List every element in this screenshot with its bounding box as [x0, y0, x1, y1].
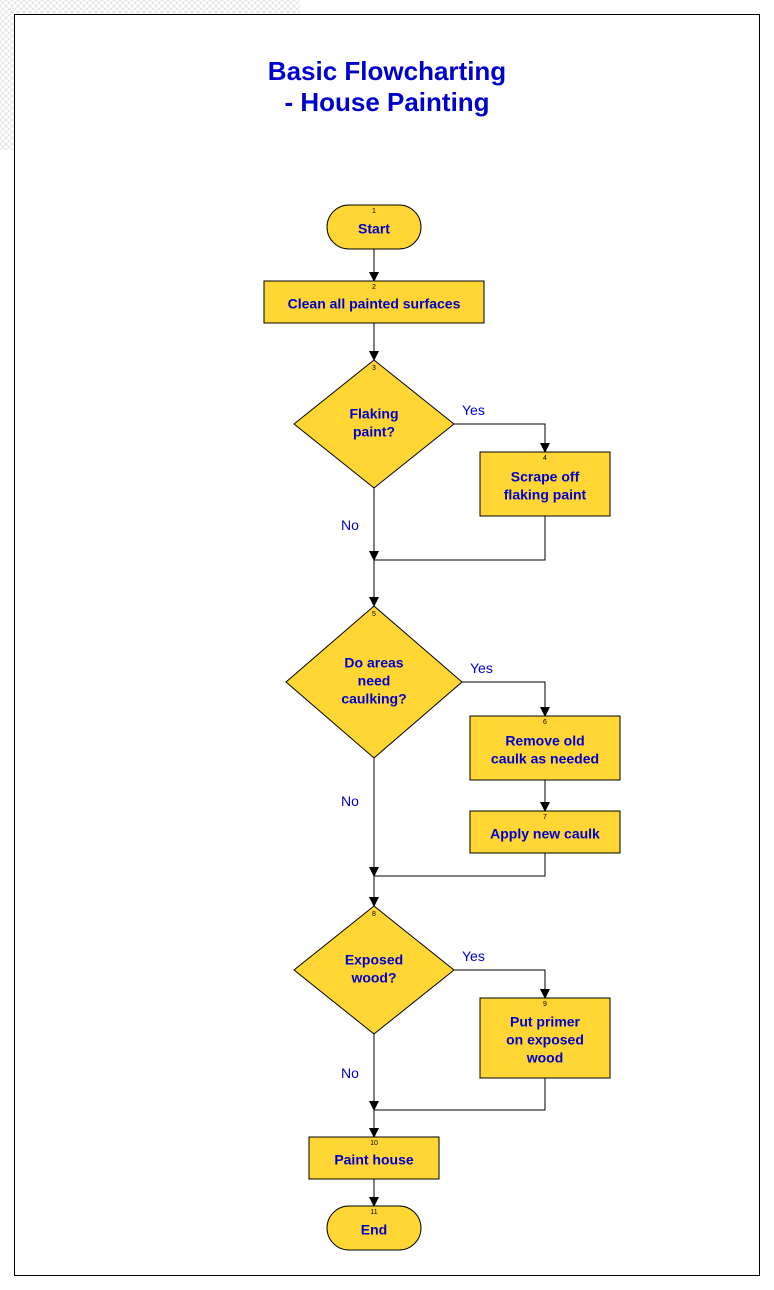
node-8: 8 Exposed wood? [294, 906, 454, 1034]
node-6: 6 Remove old caulk as needed [470, 716, 620, 780]
node-number: 3 [372, 365, 376, 372]
edge-label: No [341, 793, 359, 809]
node-label: Flaking [349, 406, 398, 422]
node-label: Scrape off [511, 469, 580, 485]
node-label: wood? [350, 970, 396, 986]
node-2: 2 Clean all painted surfaces [264, 281, 484, 323]
node-label: need [358, 673, 391, 689]
edge-label: Yes [470, 660, 493, 676]
node-label: Do areas [344, 655, 403, 671]
node-label: on exposed [506, 1032, 584, 1048]
node-5: 5 Do areas need caulking? [286, 606, 462, 758]
edge [374, 1078, 545, 1110]
edge [462, 682, 545, 716]
edge-label: No [341, 1065, 359, 1081]
node-label: Exposed [345, 952, 403, 968]
node-label: End [361, 1222, 387, 1238]
node-label: caulk as needed [491, 751, 599, 767]
node-4: 4 Scrape off flaking paint [480, 452, 610, 516]
node-10: 10 Paint house [309, 1137, 439, 1179]
node-label: wood [526, 1050, 564, 1066]
node-label: Start [358, 221, 390, 237]
edge [374, 853, 545, 876]
node-number: 7 [543, 814, 547, 821]
node-label: Apply new caulk [490, 826, 600, 842]
node-label: Put primer [510, 1014, 581, 1030]
node-7: 7 Apply new caulk [470, 811, 620, 853]
node-label: Remove old [505, 733, 584, 749]
node-number: 10 [370, 1140, 378, 1147]
node-number: 6 [543, 719, 547, 726]
node-1: 1 Start [327, 205, 421, 249]
node-label: Clean all painted surfaces [288, 296, 461, 312]
node-number: 8 [372, 911, 376, 918]
edge-label: Yes [462, 402, 485, 418]
edge [454, 424, 545, 452]
edge-label: Yes [462, 948, 485, 964]
node-number: 4 [543, 455, 547, 462]
node-number: 1 [372, 208, 376, 215]
node-number: 5 [372, 611, 376, 618]
node-label: caulking? [341, 691, 406, 707]
edge-label: No [341, 517, 359, 533]
node-number: 9 [543, 1001, 547, 1008]
node-3: 3 Flaking paint? [294, 360, 454, 488]
node-number: 2 [372, 284, 376, 291]
node-11: 11 End [327, 1206, 421, 1250]
edge [454, 970, 545, 998]
node-number: 11 [370, 1209, 377, 1216]
node-label: flaking paint [504, 487, 587, 503]
node-9: 9 Put primer on exposed wood [480, 998, 610, 1078]
node-label: paint? [353, 424, 395, 440]
flowchart-svg: No Yes No Yes No Yes 1 Start 2 Clean all painted… [0, 0, 774, 1290]
node-label: Paint house [334, 1152, 414, 1168]
edge [374, 516, 545, 560]
flowchart-canvas: Basic Flowcharting - House Painting NoYe… [0, 0, 774, 1290]
